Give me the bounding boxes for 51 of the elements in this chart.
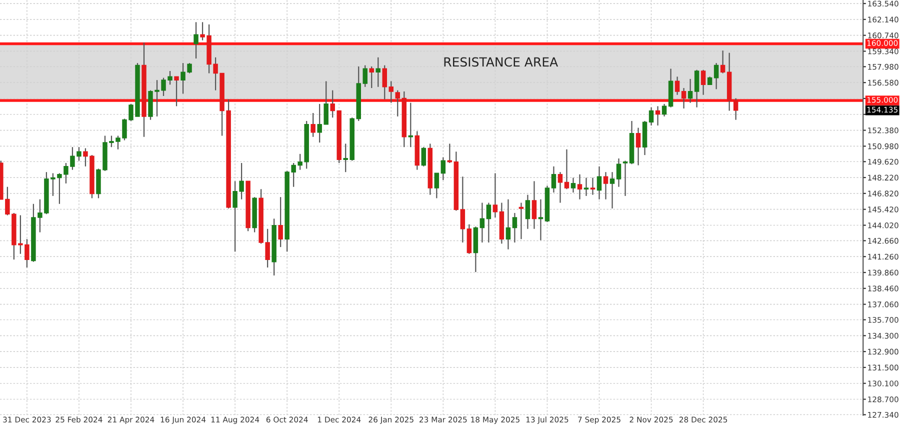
candlestick — [681, 87, 686, 110]
candlestick — [532, 180, 537, 230]
candlestick — [700, 69, 706, 96]
candlestick — [440, 156, 446, 181]
candlestick — [460, 176, 466, 244]
candlestick — [421, 146, 426, 167]
candlestick — [506, 198, 511, 250]
candlestick — [512, 212, 518, 244]
candlestick — [518, 202, 524, 240]
candlestick — [408, 102, 414, 148]
candlestick — [480, 202, 485, 244]
candlestick — [395, 90, 400, 117]
candlestick — [558, 172, 563, 204]
candlestick — [648, 106, 654, 126]
candlestick — [570, 177, 576, 194]
candlestick — [577, 174, 582, 200]
candlestick — [551, 166, 556, 194]
candlestick — [590, 177, 596, 196]
candlestick — [655, 106, 660, 126]
candlestick — [688, 78, 693, 104]
candlestick — [278, 196, 283, 248]
candlestick — [662, 103, 667, 117]
candlestick — [694, 69, 700, 108]
candlestick — [636, 127, 641, 166]
candlestick — [603, 172, 608, 200]
candlestick — [610, 172, 615, 209]
candlestick — [584, 177, 589, 196]
candlestick — [447, 143, 452, 164]
candlestick — [388, 80, 394, 104]
candlestick — [622, 160, 628, 196]
candlestick — [525, 194, 530, 230]
candlestick — [714, 62, 719, 90]
candlestick — [733, 98, 738, 120]
candlestick — [362, 64, 368, 88]
candlestick — [538, 198, 544, 241]
candlestick — [194, 22, 198, 60]
candlestick — [376, 56, 380, 88]
candlestick — [310, 112, 316, 138]
candlestick — [174, 76, 179, 107]
candlestick — [382, 64, 388, 100]
candlestick — [616, 158, 622, 188]
candlestick — [434, 172, 440, 199]
band-label: RESISTANCE AREA — [444, 57, 558, 67]
candlestick — [369, 66, 374, 89]
candlestick — [492, 172, 498, 218]
candlestick — [596, 166, 602, 200]
candlestick — [720, 50, 726, 74]
candlestick — [564, 148, 570, 190]
candlestick — [486, 202, 492, 244]
candlestick — [674, 76, 680, 96]
candlestick — [466, 224, 472, 254]
